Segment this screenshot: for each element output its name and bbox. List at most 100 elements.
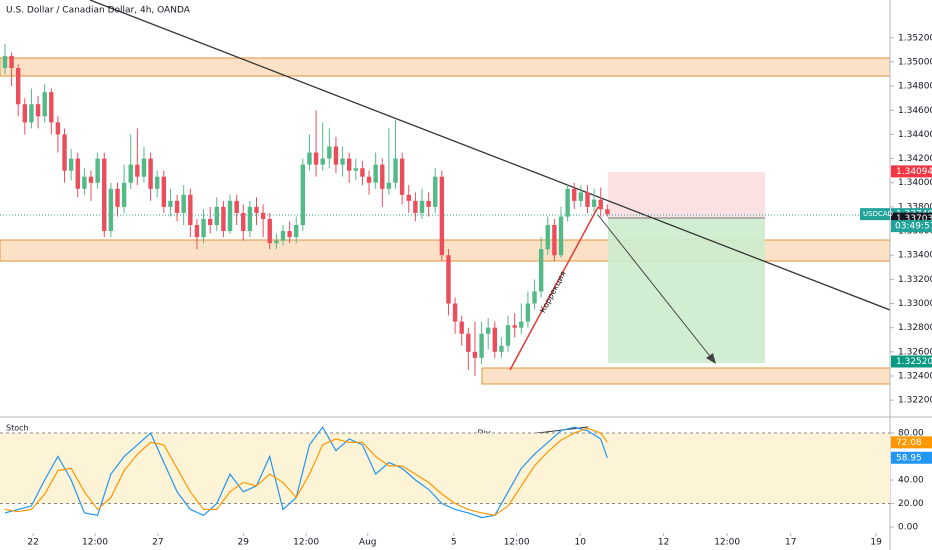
candle-body — [128, 164, 133, 183]
candle-body — [591, 199, 597, 207]
y-tick-label: 1.33200 — [898, 275, 932, 285]
x-tick-label: 12:00 — [714, 538, 740, 548]
candle-body — [214, 206, 219, 226]
candle-body — [168, 200, 173, 207]
candle-body — [280, 231, 286, 241]
y-tick-label: 1.33000 — [898, 299, 932, 309]
price-badge-label: 1.33703 — [896, 214, 932, 224]
chart-title: U.S. Dollar / Canadian Dollar, 4h, OANDA — [6, 6, 191, 16]
candle-body — [201, 218, 206, 238]
y-tick-label: 80.00 — [898, 429, 924, 439]
candle-body — [605, 209, 610, 215]
y-tick-label: 1.32200 — [898, 396, 932, 406]
candle-body — [558, 216, 564, 256]
countdown-label: 03:49:57 — [895, 222, 932, 232]
indicator-title: Stoch — [6, 424, 29, 433]
correction-line — [509, 206, 599, 371]
y-tick-label: 1.33800 — [898, 202, 932, 212]
divergence-label: Div — [477, 429, 490, 438]
candle-body — [294, 225, 299, 238]
stoch-line — [4, 426, 608, 519]
y-tick-label: 1.32800 — [898, 323, 932, 333]
candle-body — [433, 176, 438, 207]
candle-body — [459, 321, 464, 334]
candle-body — [532, 291, 537, 304]
candle-body — [505, 325, 511, 346]
y-tick-label: 40.00 — [898, 476, 924, 486]
x-tick-label: 29 — [238, 538, 250, 548]
candle-body — [466, 333, 471, 352]
candle-body — [413, 200, 418, 213]
x-tick-label: 5 — [451, 538, 457, 548]
candle-body — [75, 158, 80, 189]
candle-body — [373, 164, 378, 183]
candle-body — [62, 134, 67, 171]
candle-body — [29, 104, 34, 123]
y-tick-label: 1.32600 — [898, 347, 932, 357]
candle-body — [307, 152, 312, 165]
candle-body — [234, 200, 239, 213]
y-tick-label: 1.34400 — [898, 130, 932, 140]
y-tick-label: 1.34200 — [898, 154, 932, 164]
candle-body — [598, 199, 603, 210]
y-tick-label: 0.00 — [898, 523, 918, 533]
candle-body — [221, 206, 226, 232]
candle-body — [485, 327, 491, 334]
candle-body — [274, 240, 279, 244]
candle-body — [545, 225, 550, 250]
candle-body — [247, 206, 253, 232]
candle-body — [287, 231, 292, 238]
candle-body — [135, 164, 140, 177]
candle-body — [108, 188, 114, 232]
price-badge — [891, 451, 932, 464]
candle-body — [141, 158, 147, 177]
candle-body — [313, 152, 319, 165]
y-tick-label: 1.34600 — [898, 106, 932, 116]
candle-body — [82, 176, 87, 189]
candle-body — [399, 158, 405, 195]
candle-body — [161, 176, 167, 207]
candle-body — [207, 218, 213, 226]
candle-body — [380, 164, 385, 189]
demand-zone — [481, 367, 891, 385]
candle-body — [366, 176, 372, 183]
x-tick-label: 17 — [785, 538, 796, 548]
y-tick-label: 20.00 — [898, 499, 924, 509]
candle-body — [115, 188, 120, 207]
candle-body — [181, 194, 186, 213]
x-tick-label: 10 — [574, 538, 586, 548]
x-tick-label: 12 — [658, 538, 669, 548]
target-area — [608, 218, 765, 363]
candle-body — [16, 67, 21, 105]
symbol-badge — [860, 208, 890, 221]
candle-body — [42, 92, 47, 117]
candle-body — [452, 303, 458, 322]
candle-body — [68, 158, 74, 171]
candle-body — [227, 200, 233, 232]
candle-body — [525, 303, 531, 322]
candle-body — [174, 200, 180, 213]
price-badge-label: 1.32520 — [896, 357, 932, 367]
y-tick-label: 1.33400 — [898, 251, 932, 261]
candle-body — [88, 176, 94, 183]
candle-body — [393, 158, 398, 183]
stoch-band — [0, 433, 890, 504]
candle-body — [386, 182, 392, 189]
y-tick-label: 1.35000 — [898, 57, 932, 67]
candle-body — [346, 158, 352, 171]
candle-body — [49, 92, 54, 123]
candle-body — [578, 192, 584, 201]
price-badge-label: 72.08 — [896, 438, 922, 448]
candle-body — [353, 168, 359, 171]
candle-body — [2, 55, 8, 68]
candle-body — [55, 122, 61, 135]
candle-body — [426, 200, 431, 207]
price-badge — [891, 355, 932, 368]
candle-body — [552, 225, 557, 256]
y-tick-label: 1.34000 — [898, 178, 932, 188]
candle-body — [446, 255, 451, 304]
candle-body — [327, 146, 332, 159]
candle-body — [519, 321, 524, 328]
candle-body — [565, 188, 570, 217]
candle-body — [194, 225, 200, 238]
